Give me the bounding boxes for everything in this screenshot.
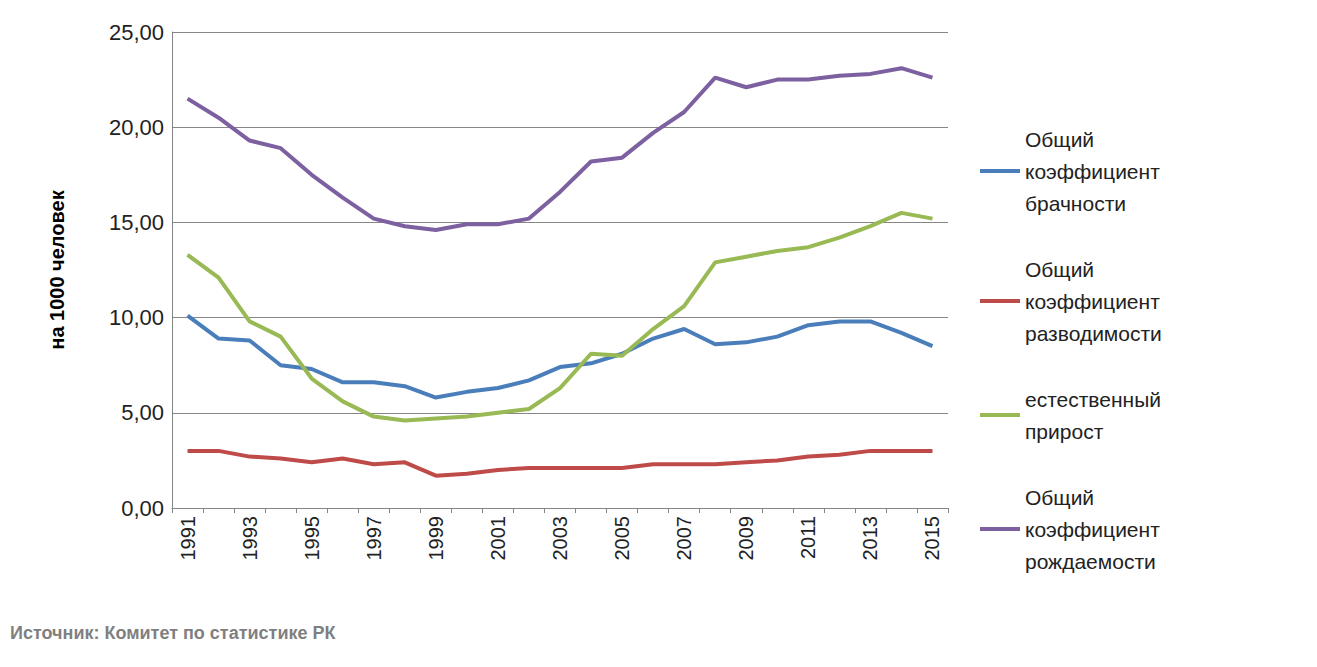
svg-text:1993: 1993 [239,516,261,561]
svg-text:5,00: 5,00 [121,400,164,425]
svg-text:2009: 2009 [735,516,757,561]
svg-text:15,00: 15,00 [109,210,164,235]
svg-text:Общий: Общий [1025,258,1100,281]
svg-text:1995: 1995 [301,516,323,561]
svg-text:20,00: 20,00 [109,115,164,140]
svg-text:Источник: Комитет по статистик: Источник: Комитет по статистике РК [10,623,336,643]
svg-text:коэффициент: коэффициент [1025,290,1166,313]
svg-text:1997: 1997 [363,516,385,561]
svg-text:естественный: естественный [1025,388,1167,411]
svg-text:25,00: 25,00 [109,20,164,45]
svg-text:коэффициент: коэффициент [1025,160,1166,183]
svg-text:1991: 1991 [177,516,199,561]
svg-text:2015: 2015 [921,516,943,561]
svg-text:2013: 2013 [859,516,881,561]
svg-text:10,00: 10,00 [109,305,164,330]
svg-text:2003: 2003 [549,516,571,561]
svg-text:брачности: брачности [1025,192,1126,215]
svg-text:на 1000 человек: на 1000 человек [46,189,68,349]
svg-text:Общий: Общий [1025,486,1100,509]
svg-text:прирост: прирост [1025,420,1104,443]
svg-text:0,00: 0,00 [121,496,164,521]
svg-text:2005: 2005 [611,516,633,561]
svg-text:2011: 2011 [797,516,819,559]
svg-text:коэффициент: коэффициент [1025,518,1166,541]
svg-text:рождаемости: рождаемости [1025,550,1156,573]
svg-text:1999: 1999 [425,516,447,561]
svg-text:Общий: Общий [1025,128,1100,151]
svg-text:разводимости: разводимости [1025,322,1162,345]
svg-text:2001: 2001 [487,516,509,561]
svg-text:2007: 2007 [673,516,695,561]
